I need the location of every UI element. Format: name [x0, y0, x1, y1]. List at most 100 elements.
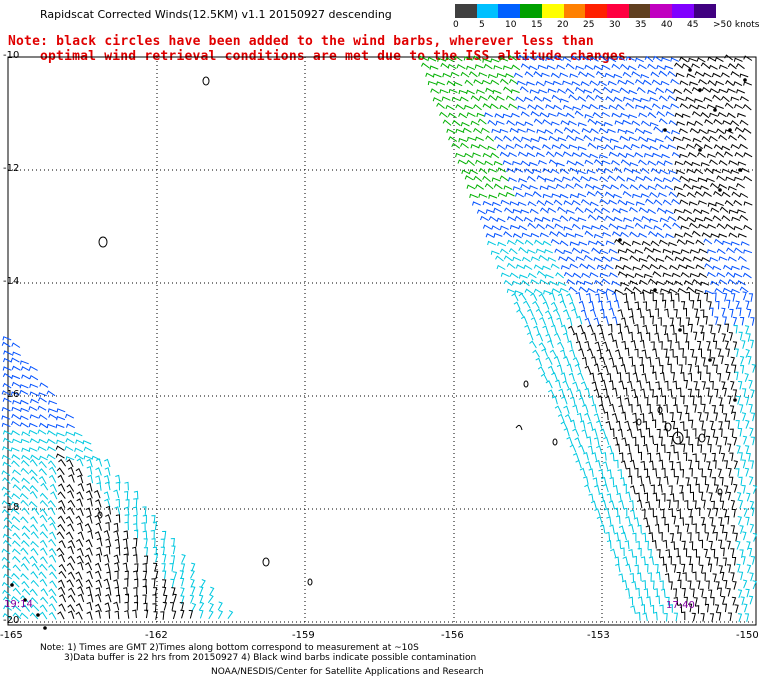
wind-barb: [607, 56, 617, 63]
wind-barb: [671, 129, 681, 135]
wind-barb: [551, 94, 561, 101]
wind-barb: [446, 80, 456, 87]
wind-barb: [735, 468, 740, 477]
wind-barb: [631, 388, 637, 398]
wind-barb: [554, 151, 564, 158]
wind-barb: [618, 208, 628, 213]
wind-barb: [515, 96, 524, 103]
wind-barb: [681, 63, 691, 69]
wind-barb: [478, 167, 488, 174]
wind-barb: [655, 595, 660, 605]
wind-barb: [566, 436, 573, 446]
wind-barb: [58, 586, 66, 595]
wind-barb: [718, 64, 728, 70]
wind-barb: [612, 316, 618, 325]
wind-barb: [637, 331, 643, 341]
wind-barb: [735, 300, 740, 310]
wind-barb: [39, 611, 48, 620]
wind-barb: [21, 580, 30, 589]
wind-barb: [609, 403, 615, 413]
wind-barb: [526, 331, 534, 341]
wind-barb: [152, 546, 158, 556]
wind-barb: [568, 144, 578, 149]
wind-barb: [661, 493, 666, 502]
wind-barb: [601, 278, 611, 285]
wind-barb: [743, 507, 748, 517]
wind-barb: [3, 357, 12, 363]
wind-barb: [586, 264, 596, 270]
wind-barb: [656, 207, 666, 213]
wind-barb: [718, 279, 728, 285]
wind-barb: [58, 603, 66, 612]
wind-barb: [21, 374, 31, 380]
wind-barb: [37, 405, 47, 411]
wind-barb: [692, 453, 697, 463]
wind-barb: [622, 144, 632, 151]
wind-barb: [673, 208, 683, 214]
wind-barb: [718, 159, 728, 166]
wind-barb: [545, 104, 555, 110]
wind-barb: [639, 291, 645, 301]
wind-barb: [533, 217, 543, 222]
wind-barb: [659, 293, 664, 302]
wind-barb: [658, 264, 668, 270]
wind-barb: [574, 206, 584, 214]
wind-barb: [738, 476, 743, 486]
wind-barb: [508, 152, 517, 158]
wind-barb: [40, 482, 49, 491]
wind-barb: [648, 411, 654, 421]
wind-barb: [693, 381, 698, 390]
wind-barb: [1, 415, 11, 420]
wind-barb: [171, 587, 176, 596]
wind-barb: [199, 609, 204, 619]
wind-barb: [560, 421, 568, 430]
wind-barb: [661, 395, 667, 405]
wind-barb: [621, 531, 627, 541]
wind-barb: [696, 340, 702, 350]
wind-barb: [556, 364, 563, 374]
wind-barb: [536, 333, 544, 342]
wind-barb: [602, 341, 609, 351]
wind-barb: [638, 136, 647, 142]
wind-barb: [538, 89, 547, 94]
wind-barb: [715, 80, 725, 86]
wind-barb: [472, 152, 481, 157]
wind-barb: [608, 500, 615, 509]
wind-barb: [624, 420, 631, 430]
wind-barb: [86, 547, 93, 556]
island-outline: [97, 511, 103, 519]
wind-barb: [572, 357, 580, 366]
wind-barb: [542, 96, 552, 102]
wind-barb: [579, 420, 586, 429]
wind-barb: [739, 404, 744, 413]
wind-barb: [576, 280, 585, 285]
wind-barb: [600, 500, 607, 509]
contamination-marker: [43, 626, 47, 630]
wind-barb: [670, 444, 675, 454]
wind-barb: [721, 307, 726, 317]
wind-barb: [683, 332, 688, 342]
wind-barb: [37, 396, 47, 403]
wind-barb: [562, 151, 572, 157]
wind-barb: [625, 372, 630, 381]
wind-barb: [11, 365, 21, 371]
wind-barb: [649, 122, 659, 127]
wind-barb: [674, 547, 679, 557]
wind-barb: [609, 477, 615, 486]
wind-barb: [554, 128, 564, 134]
wind-barb: [83, 455, 93, 460]
wind-barb: [561, 395, 568, 405]
wind-barb: [58, 483, 66, 492]
wind-barb: [679, 103, 689, 109]
wind-barb: [478, 72, 488, 77]
lon-label-156: -156: [441, 630, 464, 641]
wind-barb: [718, 539, 723, 549]
wind-barb: [598, 127, 608, 134]
wind-barb: [439, 111, 448, 118]
wind-barb: [641, 264, 651, 270]
wind-barb: [613, 145, 623, 150]
legend-swatch: [520, 4, 543, 18]
wind-barb: [460, 142, 469, 149]
wind-barb: [712, 265, 722, 271]
wind-barb: [743, 224, 753, 231]
